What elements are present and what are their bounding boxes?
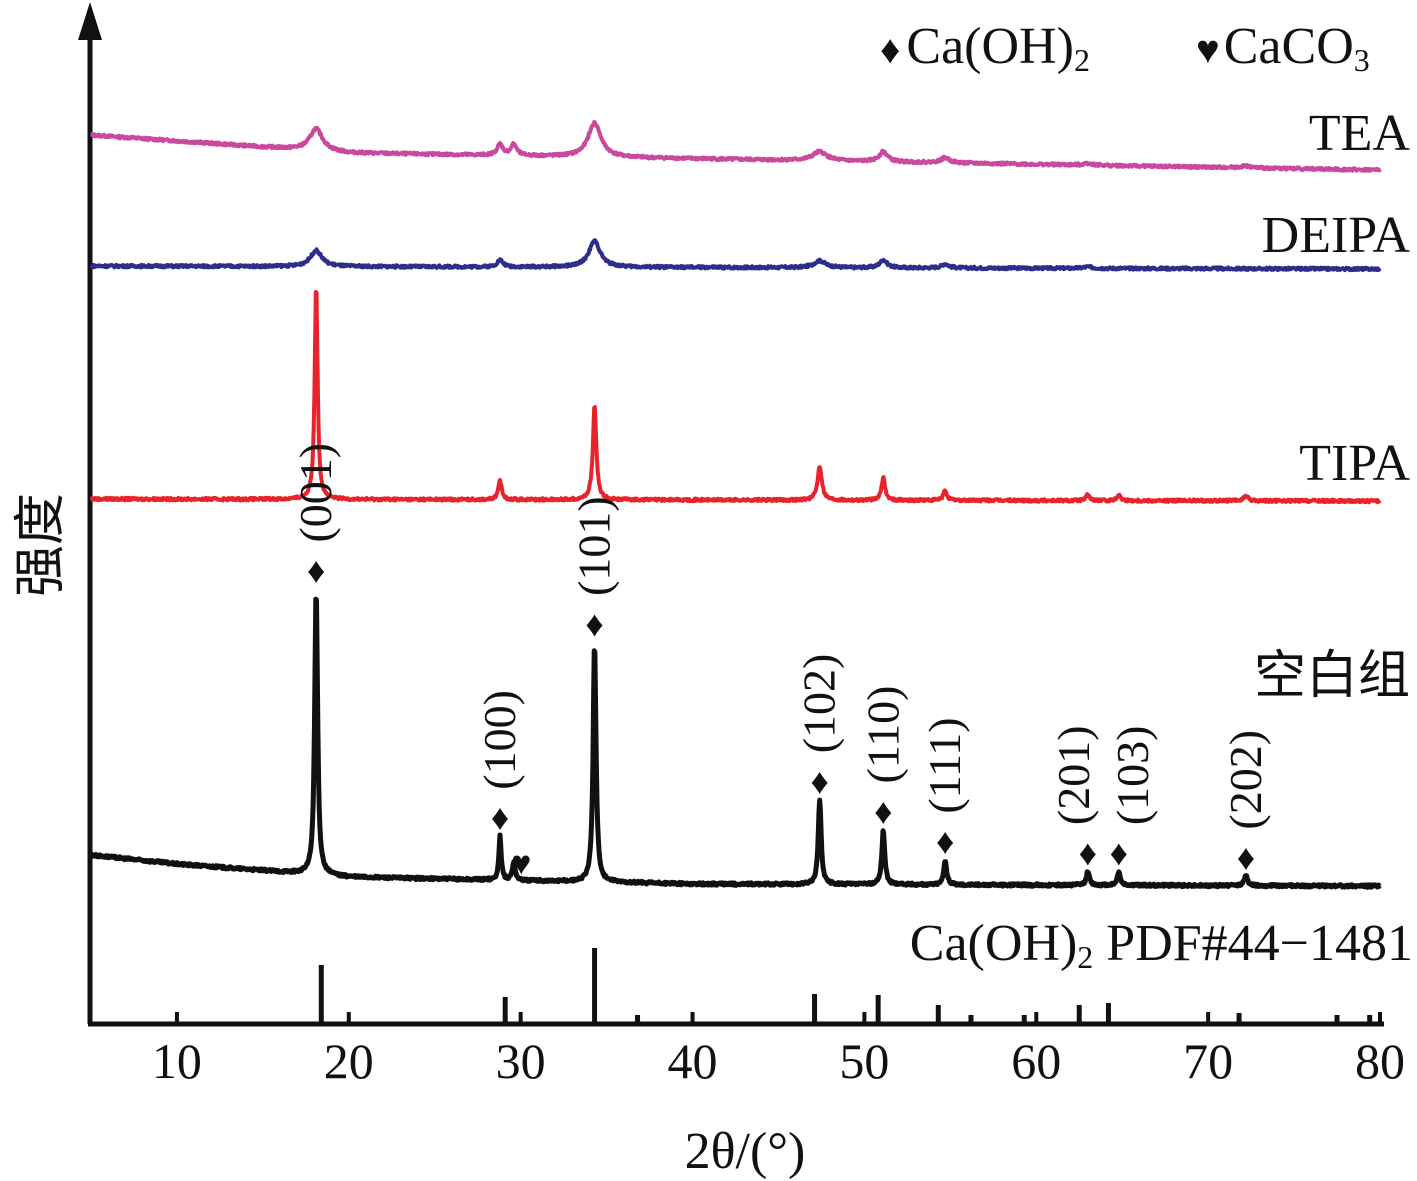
series-label-deipa: DEIPA [1262,207,1411,264]
diamond-icon: ♦ [585,604,603,644]
series-line-tea [89,120,1382,173]
miller-index-label: (001) [290,443,341,543]
x-tick-label: 20 [324,1033,374,1089]
diamond-icon: ♦ [1079,833,1097,873]
diamond-icon: ♦ [811,761,829,801]
peak-annotations: ♦(001)♦(100)♥♦(101)♦(102)♦(110)♦(111)♦(2… [290,443,1271,883]
x-axis-label: 2θ/(°) [685,1123,806,1180]
diamond-icon: ♦ [874,791,892,831]
diamond-icon: ♦ [491,798,509,838]
x-tick-label: 80 [1355,1033,1405,1089]
x-tick-label: 60 [1011,1033,1061,1089]
series-line-blank [88,596,1382,890]
legend-label-caco3: CaCO [1224,18,1354,75]
legend-label-caoh2: Ca(OH) [906,18,1074,75]
diamond-icon: ♦ [880,27,900,72]
series-label-tipa: TIPA [1299,435,1410,492]
x-tick-label: 50 [839,1033,889,1089]
diamond-icon: ♦ [307,551,325,591]
x-ticks: 10 20 30 40 50 60 70 80 [152,1012,1405,1089]
legend-item-caco3: ♥CaCO3 [1196,18,1370,78]
reference-label-card: PDF#44−1481 [1093,915,1413,972]
legend: ♦ Ca(OH)2 ♥CaCO3 [880,18,1370,78]
miller-index-label: (103) [1107,726,1158,826]
heart-icon: ♥ [1196,27,1220,72]
reference-label-formula: Ca(OH) [910,915,1078,972]
diamond-icon: ♦ [936,822,954,862]
miller-index-label: (202) [1220,730,1271,830]
series-line-deipa [89,238,1382,273]
axes [78,2,1384,1027]
x-tick-label: 70 [1183,1033,1233,1089]
x-tick-label: 10 [152,1033,202,1089]
legend-item-caoh2: ♦ Ca(OH)2 [880,18,1090,78]
series-label-blank: 空白组 [1254,648,1410,705]
heart-icon: ♥ [511,845,531,882]
x-tick-label: 40 [668,1033,718,1089]
diamond-icon: ♦ [1110,833,1128,873]
reference-sticks [318,948,1373,1023]
x-tick-label: 30 [496,1033,546,1089]
reference-label: Ca(OH)2 PDF#44−1481 [910,915,1413,975]
miller-index-label: (101) [569,496,620,596]
miller-index-label: (201) [1048,725,1099,825]
y-axis-label: 强度 [13,493,70,597]
series-label-tea: TEA [1309,105,1411,162]
reference-label-subscript: 2 [1077,939,1093,975]
series-line-tipa [89,290,1382,505]
legend-subscript-caco3: 3 [1354,42,1370,78]
miller-index-label: (100) [474,690,525,790]
series-lines [88,120,1382,890]
miller-index-label: (111) [919,717,970,813]
legend-subscript-caoh2: 2 [1074,42,1090,78]
miller-index-label: (102) [794,654,845,754]
miller-index-label: (110) [857,686,908,784]
y-axis-arrow-icon [78,2,102,40]
diamond-icon: ♦ [1237,838,1255,878]
